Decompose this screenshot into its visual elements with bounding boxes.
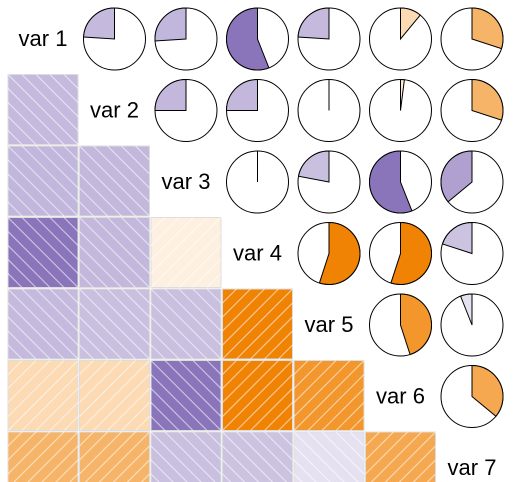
pie-4-5: [297, 221, 361, 285]
variable-label-2: var 2: [90, 98, 139, 123]
pie-slice: [154, 78, 187, 111]
variable-label-5: var 5: [305, 312, 354, 337]
shade-tile-hatch: [365, 432, 436, 482]
shade-tile-7-2: [79, 431, 150, 482]
variable-labels: var 1 var 2 var 3 var 4 var 5 var 6 var 7: [19, 26, 497, 480]
shade-tile-5-4: [222, 288, 293, 360]
pie-slice: [471, 364, 504, 417]
pie-slice: [440, 150, 473, 203]
pie-slice: [400, 7, 421, 41]
shade-tile-7-1: [7, 431, 79, 482]
pie-1-2: [83, 7, 146, 71]
pie-4-7: [440, 221, 504, 285]
pie-6-7: [440, 364, 504, 428]
pie-slice: [390, 221, 433, 285]
shade-tile-hatch: [222, 289, 293, 359]
pie-3-5: [297, 150, 361, 214]
shade-tile-6-2: [79, 360, 150, 431]
shade-tile-hatch: [8, 146, 78, 216]
pie-slice: [154, 7, 187, 42]
shade-tile-hatch: [79, 432, 150, 482]
pie-1-7: [440, 7, 504, 71]
shade-tile-7-6: [365, 431, 436, 482]
pie-1-5: [297, 7, 361, 71]
pie-2-4: [225, 78, 289, 142]
variable-label-6: var 6: [376, 384, 425, 409]
pie-3-4: [226, 150, 289, 214]
shade-tile-3-2: [79, 145, 150, 217]
shade-tile-hatch: [8, 74, 78, 145]
shade-tile-hatch: [151, 217, 221, 288]
pie-3-6: [369, 150, 432, 214]
shade-tile-3-1: [7, 145, 79, 217]
variable-label-4: var 4: [233, 241, 282, 266]
pie-1-4: [226, 7, 289, 71]
pie-slice: [318, 221, 361, 285]
shade-tile-hatch: [151, 360, 221, 431]
shade-tile-hatch: [151, 289, 221, 359]
pie-2-3: [154, 78, 218, 142]
shade-tile-6-1: [7, 360, 79, 431]
pie-2-7: [440, 78, 504, 142]
pie-slice: [459, 293, 473, 326]
variable-label-1: var 1: [19, 26, 68, 51]
shade-tile-5-2: [79, 288, 150, 360]
shade-tile-hatch: [8, 217, 78, 288]
pie-slice: [400, 78, 405, 111]
pie-1-3: [154, 7, 218, 71]
shade-tile-7-5: [293, 431, 365, 482]
pie-slice: [400, 293, 432, 356]
pie-4-6: [369, 221, 433, 285]
shade-tile-hatch: [222, 432, 293, 482]
shade-tile-hatch: [294, 360, 364, 431]
pie-slice: [369, 150, 413, 214]
pie-slice: [225, 78, 258, 111]
variable-label-3: var 3: [162, 169, 211, 194]
lower-shade-panel: [7, 74, 436, 482]
pie-5-6: [369, 293, 432, 357]
pie-slice: [297, 7, 330, 40]
pie-2-5: [297, 79, 361, 142]
pie-slice: [471, 7, 504, 50]
pie-slice: [83, 7, 115, 40]
pie-3-7: [440, 150, 504, 214]
shade-tile-6-3: [150, 360, 222, 431]
shade-tile-hatch: [222, 360, 293, 431]
shade-tile-hatch: [151, 432, 221, 482]
shade-tile-4-2: [79, 217, 150, 288]
shade-tile-5-3: [150, 288, 222, 360]
shade-tile-hatch: [8, 360, 78, 431]
pie-slice: [441, 221, 473, 255]
pie-5-7: [440, 293, 504, 357]
shade-tile-hatch: [79, 217, 150, 288]
shade-tile-hatch: [8, 432, 78, 482]
shade-tile-6-5: [293, 360, 365, 431]
shade-tile-2-1: [7, 74, 79, 145]
shade-tile-hatch: [294, 432, 364, 482]
shade-tile-4-3: [150, 217, 222, 288]
variable-label-7: var 7: [448, 455, 497, 480]
shade-tile-7-4: [222, 431, 293, 482]
shade-tile-hatch: [79, 289, 150, 359]
shade-tile-hatch: [8, 289, 78, 359]
shade-tile-6-4: [222, 360, 293, 431]
pie-1-6: [369, 7, 432, 71]
shade-tile-7-3: [150, 431, 222, 482]
pie-slice: [297, 150, 330, 183]
shade-tile-4-1: [7, 217, 79, 288]
shade-tile-5-1: [7, 288, 79, 360]
pie-slice: [226, 7, 270, 71]
pie-slice: [471, 78, 504, 121]
shade-tile-hatch: [79, 146, 150, 216]
upper-pie-panel: [83, 7, 504, 428]
shade-tile-hatch: [79, 360, 150, 431]
pie-2-6: [369, 78, 432, 142]
